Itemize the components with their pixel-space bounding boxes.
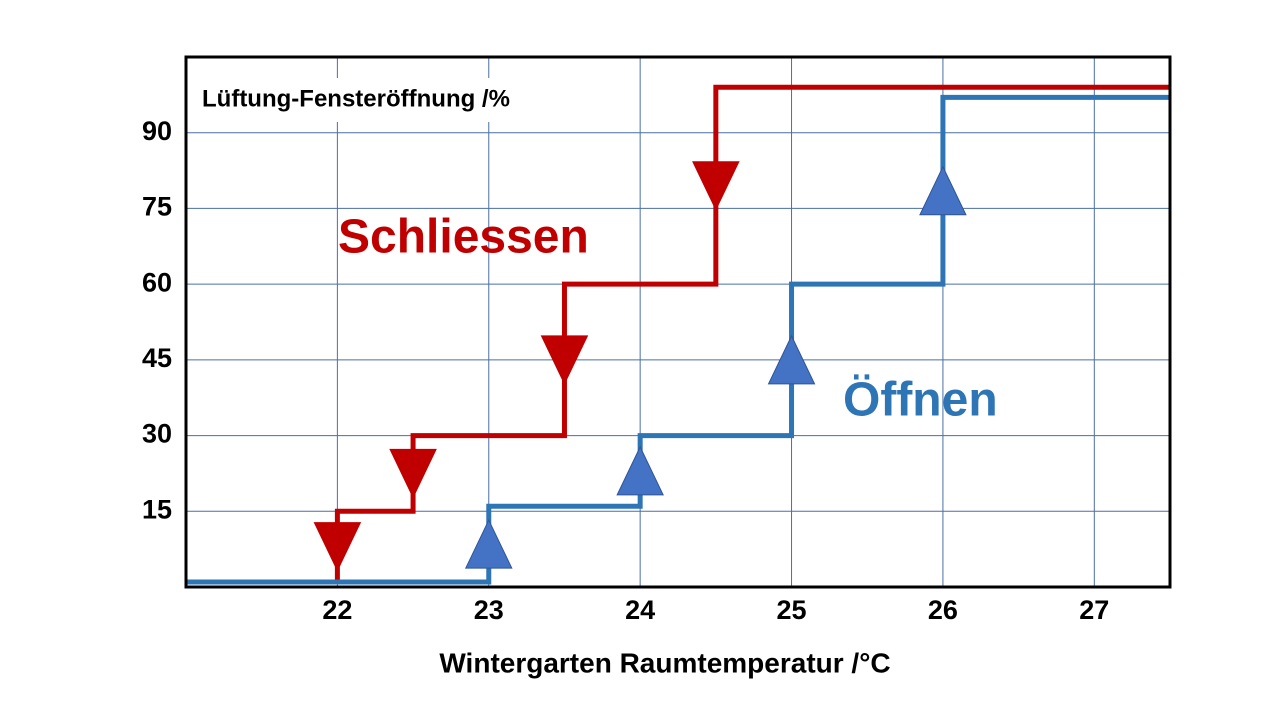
direction-arrow <box>767 334 816 385</box>
x-tick-label: 22 <box>322 595 352 625</box>
y-tick-label: 75 <box>142 192 172 222</box>
plot-border <box>184 55 1172 589</box>
series-label: Öffnen <box>843 374 998 427</box>
series-label: Schliessen <box>338 211 589 264</box>
y-tick-label: 90 <box>142 116 172 146</box>
x-tick-label: 27 <box>1079 595 1109 625</box>
x-tick-label: 23 <box>474 595 504 625</box>
direction-arrow <box>616 445 664 496</box>
direction-arrow <box>919 165 967 216</box>
x-tick-label: 26 <box>928 595 958 625</box>
chart-title: Lüftung-Fensteröffnung /% <box>202 85 510 112</box>
y-tick-label: 60 <box>142 267 172 297</box>
direction-arrow <box>692 161 740 211</box>
y-tick-label: 30 <box>142 419 172 449</box>
y-tick-label: 15 <box>142 494 172 524</box>
direction-arrow <box>389 448 437 499</box>
y-tick-label: 45 <box>142 343 172 373</box>
direction-arrow <box>540 335 589 386</box>
x-tick-label: 24 <box>625 595 655 625</box>
x-tick-label: 25 <box>777 595 807 625</box>
plot-marks <box>186 84 1170 585</box>
series-line <box>334 84 1170 582</box>
direction-arrow <box>313 522 362 572</box>
title-background <box>192 78 628 122</box>
x-axis-label: Wintergarten Raumtemperatur /°C <box>439 647 890 678</box>
direction-arrow <box>464 518 513 569</box>
